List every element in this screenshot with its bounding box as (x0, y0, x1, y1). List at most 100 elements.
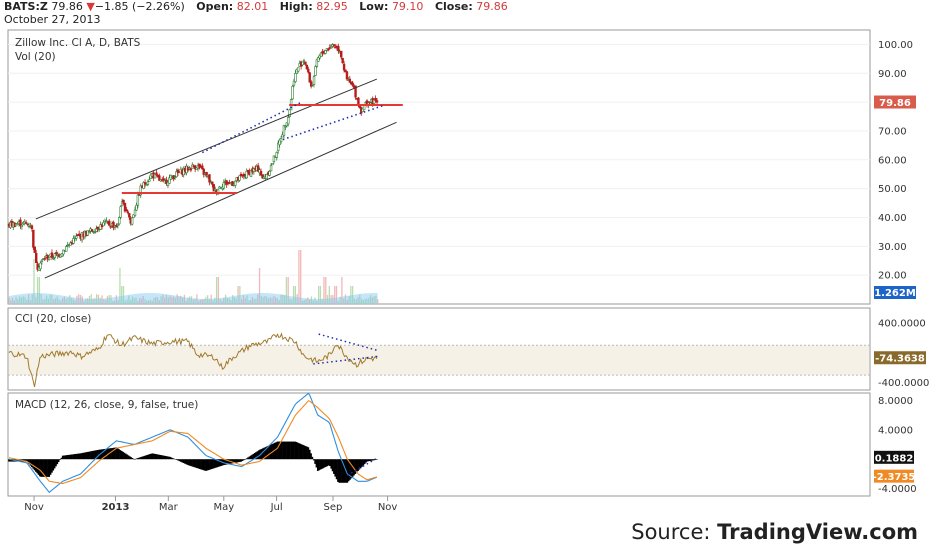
volume-bar (165, 294, 168, 304)
x-tick-label: Sep (324, 502, 343, 513)
price-tick-label: 30.00 (878, 242, 907, 253)
candle-body (161, 179, 164, 181)
volume-bar (362, 299, 365, 304)
cci-dotted-trendline (318, 333, 378, 352)
macd-histogram-bar (213, 459, 216, 469)
candle-body (158, 175, 161, 181)
candle-body (166, 182, 170, 186)
candle-body (372, 99, 376, 104)
volume-bar (160, 296, 162, 304)
volume-bar (269, 297, 271, 304)
macd-histogram-bar (184, 459, 186, 464)
volume-bar (11, 297, 14, 304)
macd-histogram-bar (173, 458, 175, 460)
volume-bar (115, 295, 117, 304)
macd-histogram-bar (76, 453, 79, 460)
volume-bar (94, 297, 96, 304)
candle-body (282, 125, 286, 136)
volume-bar (357, 297, 359, 304)
volume-bar (294, 286, 296, 304)
macd-histogram-bar (154, 453, 157, 460)
macd-histogram-bar (146, 454, 149, 460)
price-tick-label: 100.00 (878, 40, 913, 51)
macd-histogram-bar (61, 455, 64, 460)
macd-histogram-bar (129, 456, 131, 460)
macd-histogram-bar (26, 459, 29, 463)
volume-bar (348, 296, 350, 304)
macd-histogram-bar (35, 459, 37, 472)
macd-histogram-bar (151, 453, 154, 460)
macd-histogram-bar (206, 459, 209, 471)
volume-bar (341, 277, 343, 304)
high-label: High: (279, 0, 313, 13)
candle-body (351, 82, 354, 86)
candle-body (118, 217, 121, 225)
volume-bar (54, 298, 57, 304)
macd-histogram-bar (233, 459, 236, 463)
candle-body (46, 254, 49, 260)
volume-bar (258, 268, 261, 304)
macd-histogram-bar (63, 455, 65, 460)
x-tick-label: May (213, 502, 234, 513)
macd-histogram-bar (346, 459, 349, 483)
candle-body (287, 117, 290, 125)
volume-bar (20, 297, 23, 304)
macd-histogram-bar (166, 456, 169, 460)
volume-bar (144, 299, 146, 304)
macd-histogram-bar (220, 459, 222, 466)
macd-histogram-bar (139, 457, 142, 460)
macd-histogram-bar (241, 459, 244, 461)
volume-bar (273, 295, 275, 304)
price-tick-label: 70.00 (878, 126, 907, 137)
candle-body (269, 165, 273, 172)
cci-band (9, 345, 869, 376)
candle-body (52, 257, 55, 259)
candle-body (119, 206, 122, 218)
macd-histogram-bar (288, 441, 291, 460)
candle-body (309, 81, 313, 87)
candle-body (245, 170, 248, 179)
volume-bar (266, 296, 268, 304)
macd-histogram-bar (32, 459, 34, 469)
macd-histogram-bar (227, 459, 229, 465)
candle-body (103, 221, 107, 224)
macd-histogram-bar (251, 454, 253, 460)
cci-title: CCI (20, close) (15, 313, 91, 325)
volume-bar (167, 297, 169, 304)
macd-histogram-bar (372, 459, 374, 461)
x-tick-label: 2013 (102, 502, 130, 513)
volume-bar (31, 294, 33, 304)
volume-bar (51, 294, 53, 304)
source-prefix: Source: (631, 520, 718, 544)
volume-bar (326, 294, 329, 304)
macd-histogram-bar (355, 459, 358, 473)
macd-histogram-bar (24, 459, 26, 462)
volume-bar (251, 296, 254, 304)
volume-bar (65, 298, 67, 304)
macd-histogram-bar (181, 459, 183, 463)
macd-histogram-bar (335, 459, 338, 480)
cci-tick-label: -400.0000 (878, 378, 929, 389)
symbol-header: BATS:Z 79.86 ▼−1.85 (−2.26%) Open: 82.01… (4, 0, 508, 13)
volume-bar (344, 294, 347, 304)
volume-subtitle: Vol (20) (15, 51, 56, 63)
candle-body (324, 50, 327, 54)
macd-histogram-bar (322, 459, 324, 469)
candle-body (295, 69, 299, 74)
candle-body (279, 138, 283, 142)
candle-body (109, 226, 112, 228)
volume-bar (280, 294, 282, 304)
candle-body (308, 72, 311, 83)
macd-histogram-bar (40, 459, 43, 477)
macd-histogram-bar (170, 457, 173, 460)
volume-bar (162, 294, 164, 304)
volume-bar (257, 294, 259, 304)
macd-histogram-bar (370, 459, 373, 461)
volume-bar (85, 298, 87, 304)
macd-histogram-bar (208, 459, 210, 470)
candle-body (312, 76, 316, 85)
candle-body (307, 68, 310, 73)
macd-histogram-bar (212, 459, 214, 469)
volume-bar (314, 297, 316, 304)
